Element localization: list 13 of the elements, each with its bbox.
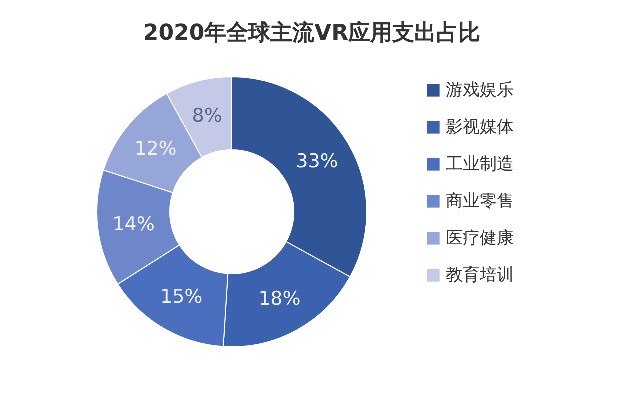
legend-label: 教育培训 bbox=[446, 266, 514, 286]
data-label: 33% bbox=[296, 150, 338, 173]
data-label: 8% bbox=[192, 105, 222, 128]
data-label: 12% bbox=[134, 138, 177, 160]
data-label: 14% bbox=[112, 213, 155, 236]
chart-title: 2020年全球主流VR应用支出占比 bbox=[143, 20, 481, 46]
data-label: 18% bbox=[258, 288, 301, 310]
legend-label: 医疗健康 bbox=[446, 228, 514, 248]
legend-label: 影视媒体 bbox=[446, 118, 514, 138]
legend-label: 商业零售 bbox=[446, 192, 514, 212]
data-label: 15% bbox=[160, 286, 203, 308]
legend-label: 游戏娱乐 bbox=[446, 80, 514, 100]
legend-label: 工业制造 bbox=[446, 154, 514, 174]
